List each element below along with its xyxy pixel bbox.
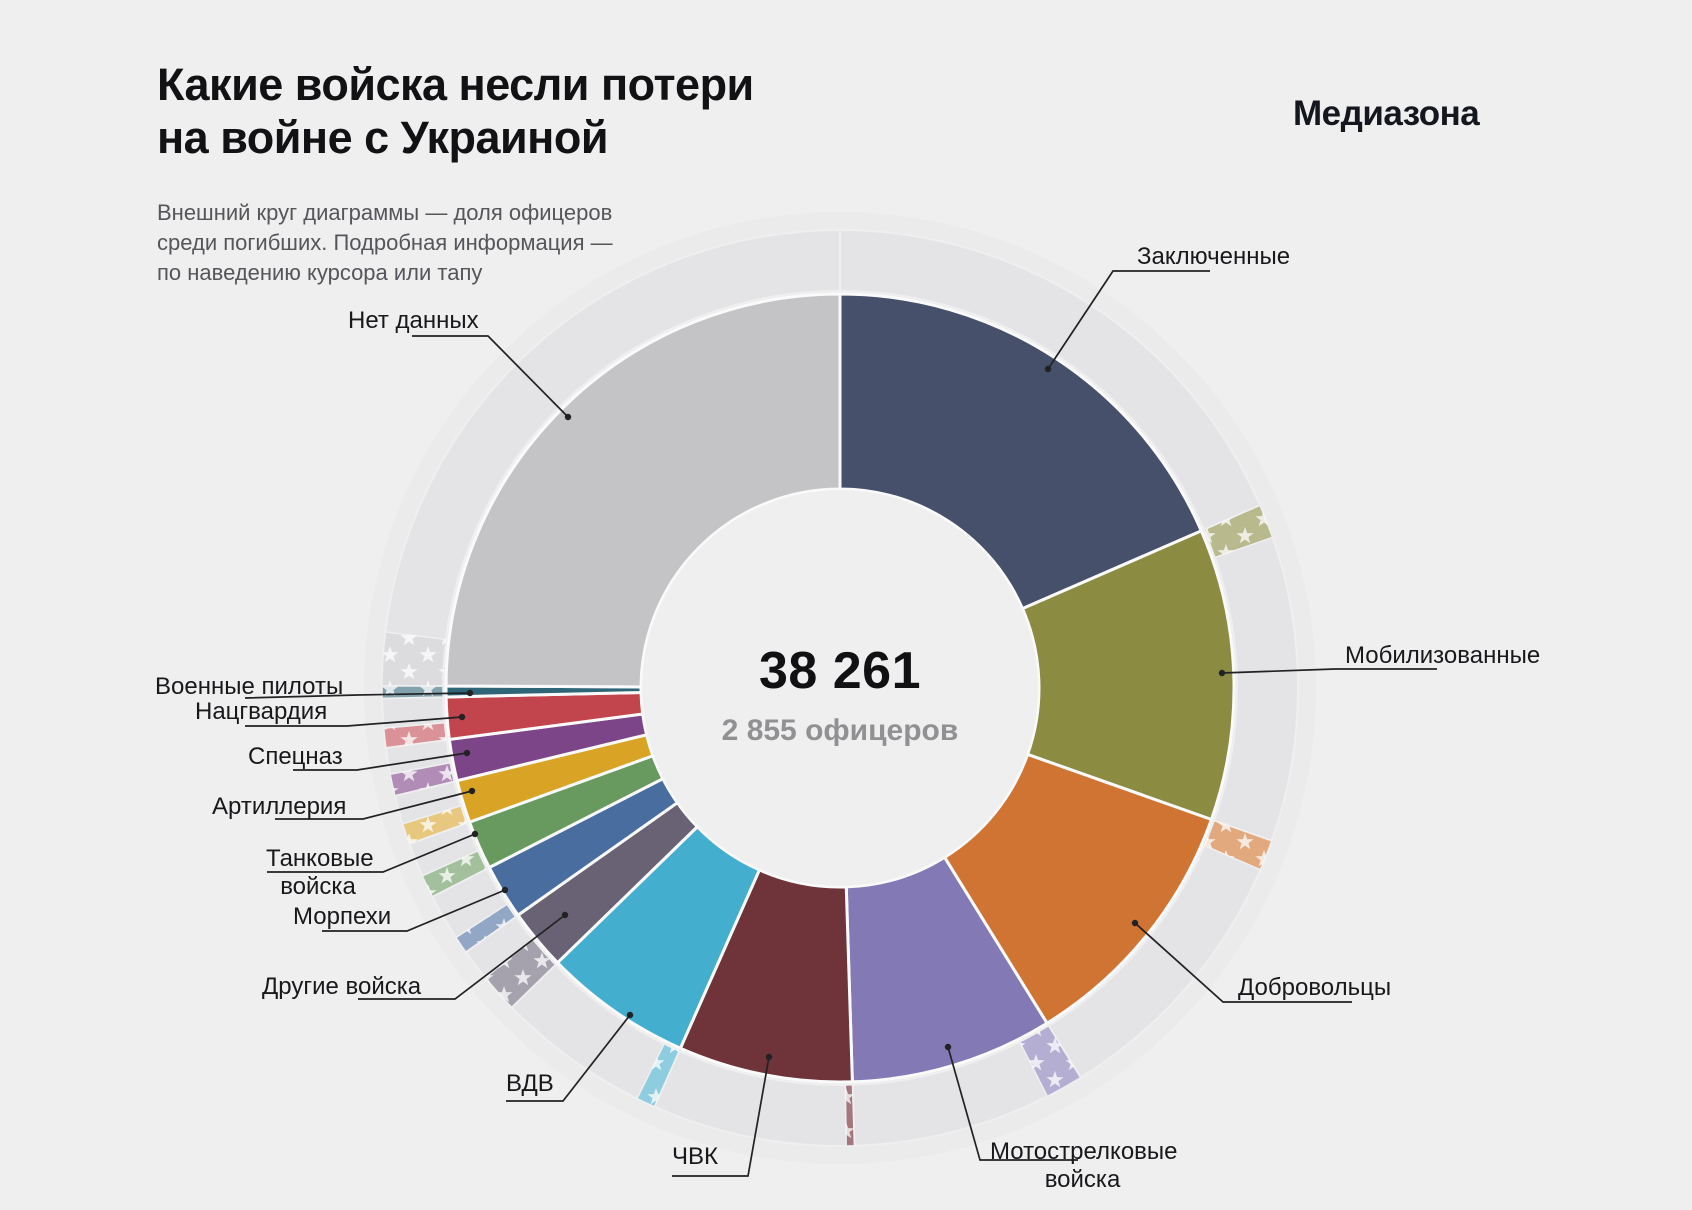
label-callout-dot [463, 749, 471, 757]
officer-share-arc-stars [402, 805, 467, 844]
label-callout-line [275, 790, 473, 820]
segment-label: Нацгвардия [195, 698, 328, 725]
label-callout-line [245, 716, 463, 727]
label-callout-dot [466, 689, 474, 697]
label-callout-dot [765, 1053, 773, 1061]
label-callout-dot [561, 911, 569, 919]
chart-subtitle: Внешний круг диаграммы — доля офицеров с… [157, 198, 754, 288]
label-callout-dot [501, 886, 509, 894]
officer-share-arc-stars [382, 631, 446, 686]
officer-share-arc-stars [382, 685, 444, 699]
label-callout-line [358, 914, 566, 1000]
label-callout-line [1221, 668, 1437, 674]
label-callout-line [244, 692, 471, 699]
subtitle-line-3: по наведению курсора или тапу [157, 260, 483, 285]
label-callout-line [672, 1056, 770, 1177]
segment-label: Военные пилоты [155, 673, 344, 700]
label-callout-dot [626, 1011, 634, 1019]
label-callout-line [293, 752, 468, 771]
label-callout-dot [468, 787, 476, 795]
officer-share-arc-stars [845, 1084, 855, 1146]
segment-label: Нет данных [348, 307, 479, 334]
chart-header: Какие войска несли потери на войне с Укр… [157, 58, 754, 288]
segment-label: Мотострелковые войска [990, 1138, 1178, 1193]
officer-share-arc-stars [383, 722, 447, 748]
segment-label: Морпехи [293, 903, 392, 930]
segment-label: Спецназ [248, 743, 343, 770]
subtitle-line-1: Внешний круг диаграммы — доля офицеров [157, 200, 613, 225]
officer-share-arc-stars [1204, 820, 1272, 870]
donut-segment [1020, 529, 1236, 822]
officer-share-arc-stars [1204, 505, 1273, 558]
label-callout-line [322, 889, 506, 932]
segment-label: Мобилизованные [1345, 642, 1541, 669]
title-line-1: Какие войска несли потери [157, 59, 754, 110]
segment-label: Заключенные [1137, 243, 1291, 270]
segment-label: ВДВ [506, 1070, 554, 1097]
officer-share-arc-stars [455, 904, 516, 953]
mediazona-logo: Медиазона [1293, 94, 1480, 133]
label-callout-dot [944, 1043, 952, 1051]
donut-hole [642, 490, 1038, 886]
donut-segment [943, 752, 1213, 1025]
segment-label: Танковые войска [266, 845, 374, 900]
label-callout-line [1047, 270, 1210, 370]
label-callout-line [506, 1014, 631, 1102]
page-title: Какие войска несли потери на войне с Укр… [157, 58, 754, 164]
label-callout-dot [458, 713, 466, 721]
label-callout-dot [1218, 669, 1226, 677]
label-callout-dot [564, 413, 572, 421]
officer-share-arc-stars [1019, 1025, 1081, 1097]
segment-label: Добровольцы [1238, 974, 1392, 1001]
segment-label: Артиллерия [212, 793, 347, 820]
officer-share-arc-stars [485, 939, 556, 1008]
donut-segment [838, 292, 1203, 611]
label-callout-line [412, 335, 569, 418]
label-callout-line [267, 833, 476, 873]
label-callout-dot [471, 830, 479, 838]
officer-share-arc-stars [637, 1043, 680, 1107]
label-callout-dot [1044, 365, 1052, 373]
officer-share-arc-stars [390, 762, 455, 796]
subtitle-line-2: среди погибших. Подробная информация — [157, 230, 613, 255]
label-callout-line [947, 1046, 1078, 1161]
officer-share-arc-stars [422, 850, 487, 897]
title-line-2: на войне с Украиной [157, 112, 608, 163]
label-callout-line [1134, 922, 1352, 1003]
segment-label: Другие войска [262, 973, 422, 1000]
segment-label: ЧВК [672, 1143, 718, 1170]
donut-segment [444, 292, 842, 689]
label-callout-dot [1131, 919, 1139, 927]
